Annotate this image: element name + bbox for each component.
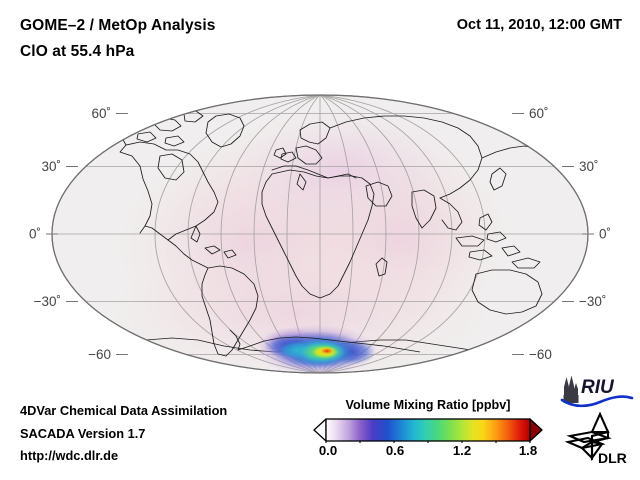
colorbar-tick-2: 1.2 <box>452 443 472 458</box>
colorbar-tick-labels: 0.0 0.6 1.2 1.8 <box>312 443 544 463</box>
lat-label-0: 0˚ <box>29 227 41 242</box>
colorbar-ticks <box>325 441 531 443</box>
riu-logo: RIU <box>560 375 634 408</box>
footer-line-method: 4DVar Chemical Data Assimilation <box>20 403 228 418</box>
cathedral-spires-icon <box>563 375 579 403</box>
lat-label-60s-right: −60 <box>529 347 552 362</box>
colorbar-tick-3: 1.8 <box>518 443 538 458</box>
dlr-mark-icon <box>564 412 613 462</box>
colorbar-title: Volume Mixing Ratio [ppbv] <box>345 398 511 412</box>
lat-label-60n: 60˚ <box>91 106 111 121</box>
dlr-logo: DLR <box>564 412 627 466</box>
footer-line-url[interactable]: http://wdc.dlr.de <box>20 448 119 463</box>
colorbar-tick-1: 0.6 <box>385 443 405 458</box>
timestamp-label: Oct 11, 2010, 12:00 GMT <box>456 17 622 33</box>
latitude-labels-right: 60˚ 30˚ 0˚ −30˚ −60 <box>512 106 611 362</box>
colorbar-bar <box>325 418 531 442</box>
colorbar: Volume Mixing Ratio [ppbv] <box>312 398 544 470</box>
footer-line-version: SACADA Version 1.7 <box>20 425 146 441</box>
riu-wave <box>560 395 634 408</box>
lat-label-0-right: 0˚ <box>599 227 611 242</box>
lat-label-60s: −60 <box>88 347 111 362</box>
lat-label-60n-right: 60˚ <box>529 106 549 121</box>
colorbar-tick-0: 0.0 <box>318 443 338 458</box>
colorbar-arrow-right <box>529 418 543 442</box>
world-map: 60˚ 30˚ 0˚ −30˚ −60 60˚ 30˚ 0˚ −30˚ −60 <box>29 94 611 374</box>
lat-label-30n: 30˚ <box>41 159 61 174</box>
lat-label-30s: −30˚ <box>34 294 61 309</box>
page-title: GOME–2 / MetOp Analysis <box>20 17 216 34</box>
lat-label-30n-right: 30˚ <box>579 159 599 174</box>
latitude-labels-left: 60˚ 30˚ 0˚ −30˚ −60 <box>29 106 128 362</box>
footer-credits: 4DVar Chemical Data Assimilation SACADA … <box>20 400 227 468</box>
lat-label-30s-right: −30˚ <box>579 294 606 309</box>
coastline-antarctica-overlay <box>237 336 421 353</box>
colorbar-arrow-left <box>313 418 327 442</box>
dlr-wordmark: DLR <box>598 450 627 466</box>
riu-wordmark: RIU <box>581 377 615 398</box>
page-subtitle: ClO at 55.4 hPa <box>20 43 135 60</box>
colorbar-gradient <box>313 418 543 443</box>
clo-plume <box>256 324 376 373</box>
map-panel: 60˚ 30˚ 0˚ −30˚ −60 60˚ 30˚ 0˚ −30˚ −60 <box>0 78 640 390</box>
